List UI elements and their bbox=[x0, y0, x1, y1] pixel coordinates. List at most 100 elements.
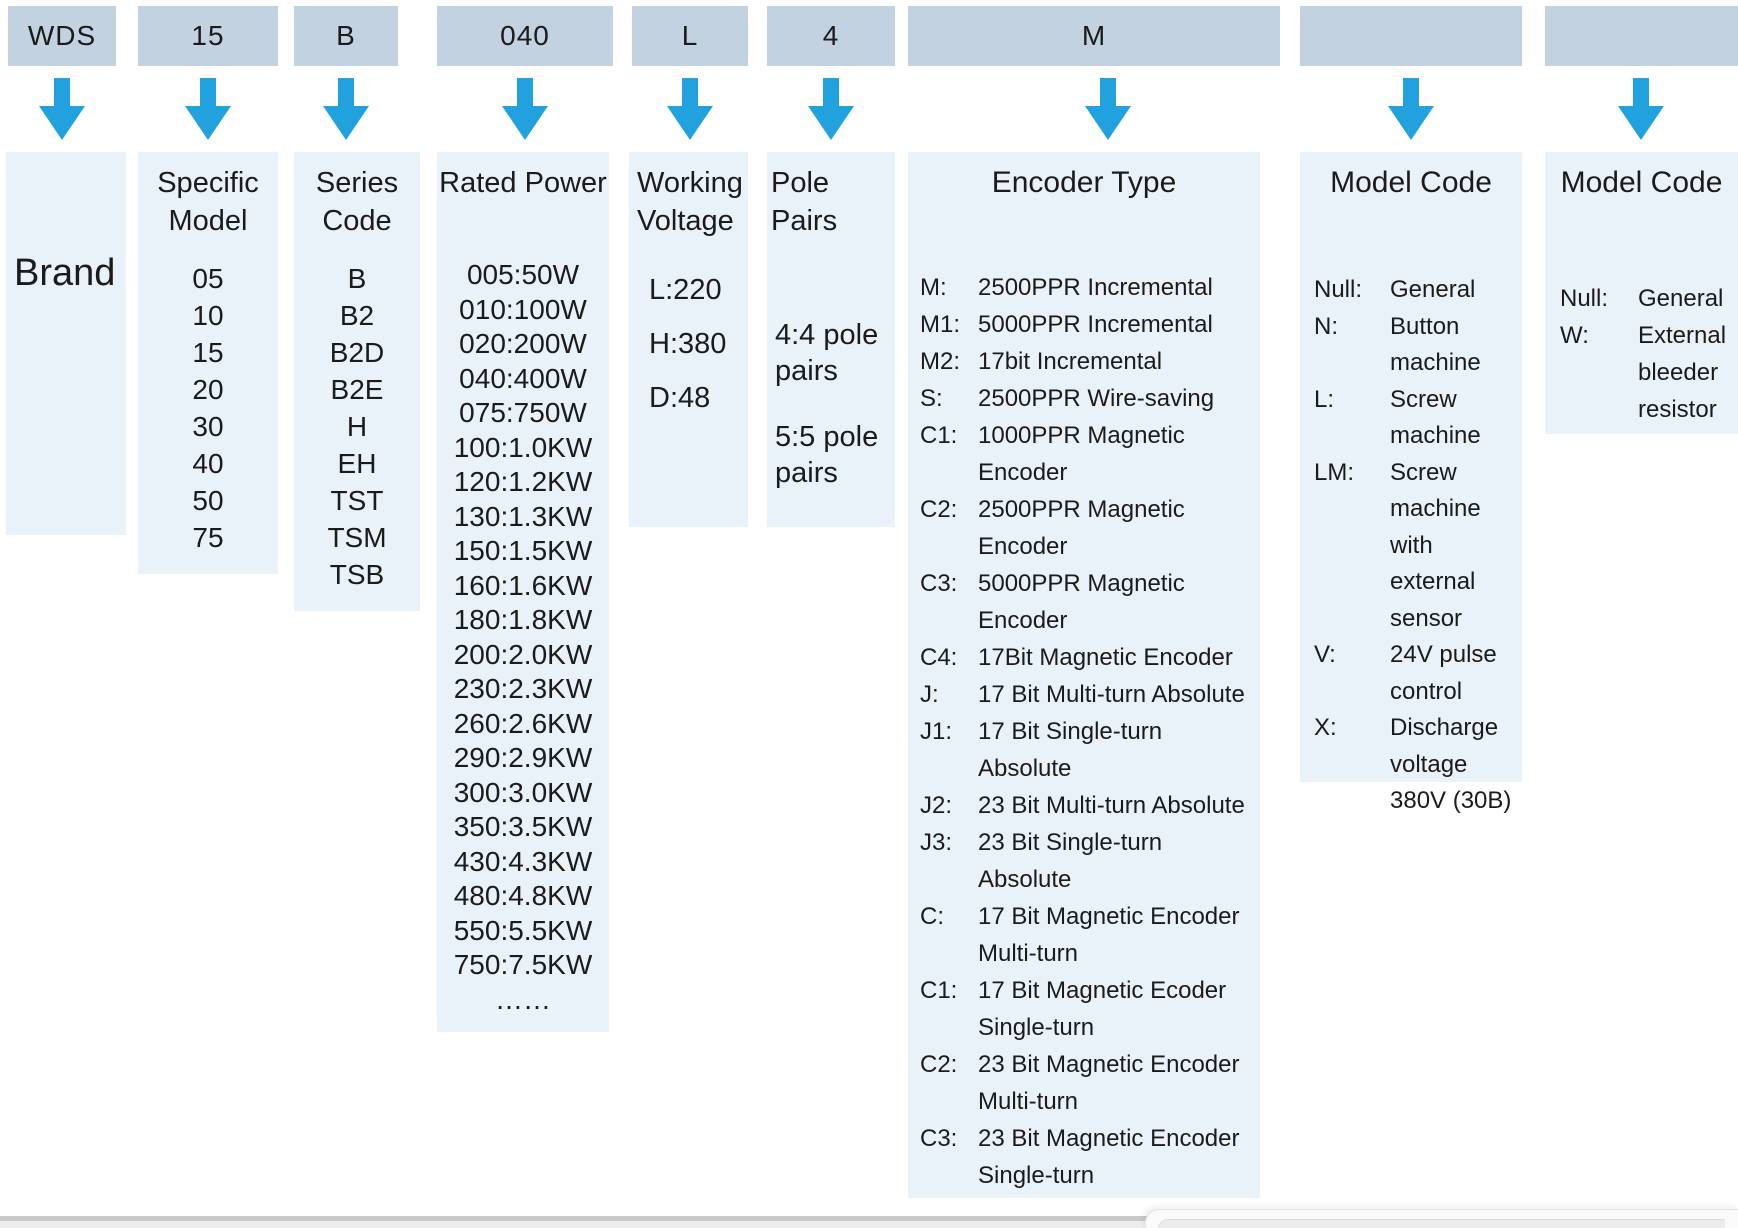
item-code: Null: bbox=[1560, 285, 1609, 312]
list-item: J: 17 Bit Multi-turn Absolute bbox=[920, 676, 1256, 713]
item-code: N: bbox=[1314, 312, 1338, 340]
list-item: L: Screw machine bbox=[1314, 382, 1520, 455]
list-item: J3: 23 Bit Single-turn Absolute bbox=[920, 824, 1256, 898]
item-code: J3: bbox=[920, 829, 953, 856]
column-title: Rated Power bbox=[439, 167, 607, 199]
item-code: C4: bbox=[920, 644, 958, 671]
item-description: Button machine bbox=[1390, 312, 1481, 377]
item-code: Null: bbox=[1314, 276, 1363, 303]
list-item: B bbox=[347, 263, 367, 294]
item-code: L: bbox=[1314, 385, 1335, 413]
down-arrow-icon bbox=[808, 78, 854, 140]
encoder-type-list: M: 2500PPR Incremental M1: 5000PPR Incremen… bbox=[908, 269, 1260, 1194]
list-item: W: External bleeder resistor bbox=[1560, 317, 1736, 428]
list-item: D:48 bbox=[649, 382, 711, 414]
list-item: 150:1.5KW bbox=[453, 535, 593, 566]
item-code: C3: bbox=[920, 1125, 958, 1152]
code-box-l: L bbox=[632, 6, 748, 66]
code-box-empty-1 bbox=[1300, 6, 1522, 66]
list-item: H bbox=[346, 411, 368, 442]
item-code: V: bbox=[1314, 641, 1336, 668]
item-description: 23 Bit Magnetic Encoder Multi-turn bbox=[978, 1051, 1240, 1115]
code-box-040: 040 bbox=[437, 6, 613, 66]
list-item: 5:5 pole pairs bbox=[775, 421, 879, 489]
list-item: 15 bbox=[192, 337, 224, 368]
specific-model-list: 05 10 15 20 30 40 50 75 bbox=[138, 260, 278, 556]
item-description: 2500PPR Incremental bbox=[978, 274, 1213, 301]
list-item: 020:200W bbox=[459, 328, 587, 359]
code-label: WDS bbox=[27, 20, 97, 51]
list-item: J1: 17 Bit Single-turn Absolute bbox=[920, 713, 1256, 787]
item-description: 1000PPR Magnetic Encoder bbox=[978, 422, 1185, 486]
list-item: V: 24V pulse control bbox=[1314, 637, 1520, 710]
item-code: C3: bbox=[920, 570, 958, 597]
horizontal-scrollbar-track[interactable] bbox=[0, 1221, 1738, 1228]
list-item: J2: 23 Bit Multi-turn Absolute bbox=[920, 787, 1256, 824]
rated-power-list: 005:50W 010:100W 020:200W 040:400W 075:750W 1… bbox=[437, 258, 609, 1017]
column-title: Series Code bbox=[315, 167, 399, 237]
list-item: 75 bbox=[192, 522, 224, 553]
series-code-list: B B2 B2D B2E H EH TST TSM TSB bbox=[294, 260, 420, 593]
code-box-b: B bbox=[294, 6, 398, 66]
item-code: W: bbox=[1560, 322, 1589, 349]
code-box-15: 15 bbox=[138, 6, 278, 66]
detail-box-rated-power: Rated Power 005:50W 010:100W 020:200W 040:4… bbox=[437, 152, 609, 1032]
code-label: L bbox=[681, 20, 699, 51]
model-code-list-2: Null: General W: External bleeder resistor bbox=[1545, 280, 1738, 428]
code-box-4: 4 bbox=[767, 6, 895, 66]
list-item: 10 bbox=[192, 300, 224, 331]
item-description: Discharge voltage 380V (30B) bbox=[1390, 714, 1512, 814]
list-item: 040:400W bbox=[459, 362, 587, 394]
list-item: TSB bbox=[329, 559, 385, 590]
model-code-list-1: Null: General N: Button machine L: Screw mach… bbox=[1300, 272, 1522, 820]
item-description: 5000PPR Magnetic Encoder bbox=[978, 570, 1185, 634]
list-item: C: 17 Bit Magnetic Encoder Multi-turn bbox=[920, 898, 1256, 972]
item-description: General bbox=[1638, 285, 1724, 312]
list-item: H:380 bbox=[649, 328, 727, 360]
brand-label: Brand bbox=[14, 252, 116, 294]
list-item: C2: 2500PPR Magnetic Encoder bbox=[920, 491, 1256, 565]
down-arrow-icon bbox=[667, 78, 713, 140]
list-item: 20 bbox=[192, 374, 224, 405]
list-item: B2D bbox=[329, 337, 385, 368]
list-item: 550:5.5KW bbox=[453, 914, 593, 946]
item-description: 24V pulse control bbox=[1390, 641, 1497, 705]
list-item: 005:50W bbox=[466, 259, 580, 290]
item-description: Screw machine bbox=[1390, 385, 1481, 450]
list-item: 260:2.6KW bbox=[453, 707, 593, 739]
item-description: 17Bit Magnetic Encoder bbox=[978, 644, 1233, 671]
item-description: 5000PPR Incremental bbox=[978, 311, 1213, 338]
code-label: B bbox=[336, 20, 356, 51]
list-item: TST bbox=[330, 485, 384, 516]
item-description: 23 Bit Single-turn Absolute bbox=[978, 829, 1163, 893]
detail-box-working-voltage: Working Voltage L:220 H:380 D:48 bbox=[629, 152, 748, 527]
item-description: 23 Bit Multi-turn Absolute bbox=[978, 792, 1245, 819]
column-title: Model Code bbox=[1330, 166, 1492, 199]
list-item: B2 bbox=[339, 300, 375, 331]
detail-box-model-code-1: Model Code Null: General N: Button machine L… bbox=[1300, 152, 1522, 814]
code-label: M bbox=[1081, 20, 1107, 51]
code-label: 15 bbox=[191, 20, 225, 51]
column-title: Specific Model bbox=[157, 167, 259, 237]
item-code: C: bbox=[920, 903, 944, 930]
list-item: X: Discharge voltage 380V (30B) bbox=[1314, 710, 1520, 820]
detail-box-model-code-2: Model Code Null: General W: External bleede… bbox=[1545, 152, 1738, 434]
list-item: 40 bbox=[192, 448, 224, 479]
list-item: 300:3.0KW bbox=[453, 776, 593, 808]
item-code: LM: bbox=[1314, 458, 1355, 486]
list-item: 05 bbox=[192, 263, 224, 294]
item-code: S: bbox=[920, 385, 943, 412]
down-arrow-icon bbox=[39, 78, 85, 140]
list-item: 230:2.3KW bbox=[453, 673, 593, 704]
window-bottom-divider bbox=[0, 1216, 1738, 1221]
list-item: M: 2500PPR Incremental bbox=[920, 269, 1256, 306]
down-arrow-icon bbox=[185, 78, 231, 140]
item-code: C2: bbox=[920, 496, 958, 523]
item-code: M1: bbox=[920, 311, 961, 338]
item-code: M: bbox=[920, 274, 947, 301]
list-item: EH bbox=[337, 448, 377, 479]
list-item: 200:2.0KW bbox=[453, 638, 593, 670]
list-item: C3: 5000PPR Magnetic Encoder bbox=[920, 565, 1256, 639]
pole-pairs-list: 4:4 pole pairs 5:5 pole pairs bbox=[767, 317, 895, 491]
